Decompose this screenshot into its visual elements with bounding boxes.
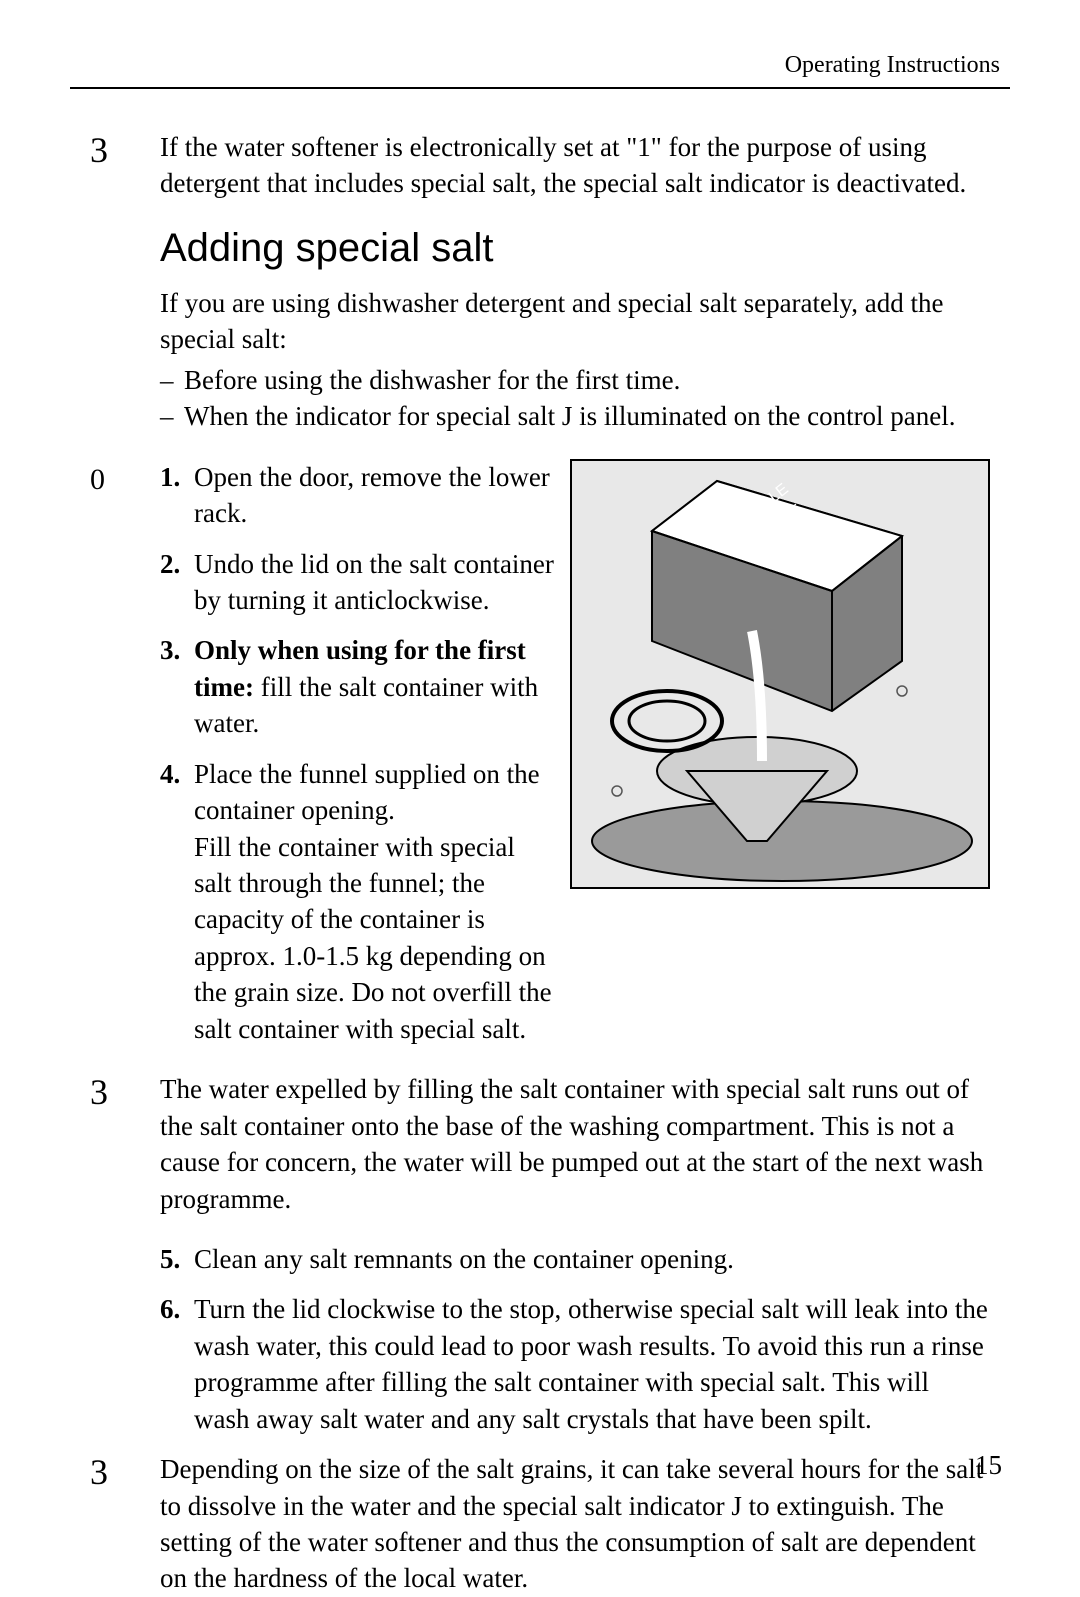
step-line1: Place the funnel supplied on the contain… xyxy=(194,759,540,825)
steps-continued: 5. Clean any salt remnants on the contai… xyxy=(160,1241,990,1437)
note-water-expelled: 3 The water expelled by filling the salt… xyxy=(90,1071,990,1217)
step-number: 5. xyxy=(160,1241,194,1277)
content: 3 If the water softener is electronicall… xyxy=(70,129,1010,1597)
step-item: 1. Open the door, remove the lower rack. xyxy=(160,459,554,532)
bullet-text: When the indicator for special salt J is… xyxy=(184,398,990,434)
step-item: 4. Place the funnel supplied on the cont… xyxy=(160,756,554,1048)
bullet-item: – When the indicator for special salt J … xyxy=(160,398,990,434)
salt-illustration: SALE SALT SALZ SEL xyxy=(570,459,990,889)
steps-with-figure: 0 1. Open the door, remove the lower rac… xyxy=(90,459,990,1048)
step-text: Only when using for the first time: fill… xyxy=(194,632,554,741)
step-item: 3. Only when using for the first time: f… xyxy=(160,632,554,741)
step-number: 4. xyxy=(160,756,194,1048)
note-text: If the water softener is electronically … xyxy=(160,129,990,202)
note-softener: 3 If the water softener is electronicall… xyxy=(90,129,990,202)
steps-marker: 0 xyxy=(90,459,160,1048)
step-cont: Fill the container with special salt thr… xyxy=(194,832,552,1044)
section-heading: Adding special salt xyxy=(160,226,990,271)
bullet-item: – Before using the dishwasher for the fi… xyxy=(160,362,990,398)
page: Operating Instructions 3 If the water so… xyxy=(0,0,1080,1529)
step-text: Clean any salt remnants on the container… xyxy=(194,1241,990,1277)
intro-text: If you are using dishwasher detergent an… xyxy=(160,285,990,358)
step-text: Place the funnel supplied on the contain… xyxy=(194,756,554,1048)
bullet-text: Before using the dishwasher for the firs… xyxy=(184,362,990,398)
note-marker: 3 xyxy=(90,129,160,171)
page-number: 15 xyxy=(975,1450,1002,1481)
step-text: Turn the lid clockwise to the stop, othe… xyxy=(194,1291,990,1437)
note-text: The water expelled by filling the salt c… xyxy=(160,1071,990,1217)
steps-left: 0 1. Open the door, remove the lower rac… xyxy=(90,459,570,1048)
step-item: 5. Clean any salt remnants on the contai… xyxy=(160,1241,990,1277)
step-number: 6. xyxy=(160,1291,194,1437)
step-text: Undo the lid on the salt container by tu… xyxy=(194,546,554,619)
salt-svg: SALE SALT SALZ SEL xyxy=(572,461,990,889)
step-item: 2. Undo the lid on the salt container by… xyxy=(160,546,554,619)
note-dissolve-time: 3 Depending on the size of the salt grai… xyxy=(90,1451,990,1597)
step-number: 1. xyxy=(160,459,194,532)
bullet-list: – Before using the dishwasher for the fi… xyxy=(160,362,990,435)
header-rule xyxy=(70,87,1010,89)
header-title: Operating Instructions xyxy=(785,52,1000,79)
step-text: Open the door, remove the lower rack. xyxy=(194,459,554,532)
bullet-dash: – xyxy=(160,398,184,434)
note-text: Depending on the size of the salt grains… xyxy=(160,1451,990,1597)
header-row: Operating Instructions xyxy=(70,52,1010,79)
step-number: 3. xyxy=(160,632,194,741)
note-marker: 3 xyxy=(90,1451,160,1493)
step-item: 6. Turn the lid clockwise to the stop, o… xyxy=(160,1291,990,1437)
bullet-dash: – xyxy=(160,362,184,398)
step-number: 2. xyxy=(160,546,194,619)
note-marker: 3 xyxy=(90,1071,160,1113)
